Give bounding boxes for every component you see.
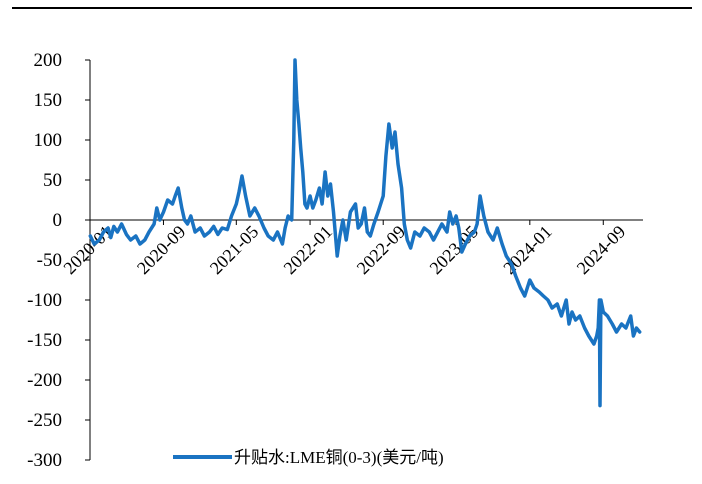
legend: 升贴水:LME铜(0-3)(美元/吨) (173, 448, 444, 467)
legend-label: 升贴水:LME铜(0-3)(美元/吨) (234, 448, 444, 467)
y-tick-label: -300 (27, 450, 62, 471)
y-tick-label: -150 (27, 330, 62, 351)
y-tick-label: 0 (53, 210, 63, 231)
y-tick-label: 150 (34, 90, 63, 111)
y-tick-label: -200 (27, 370, 62, 391)
y-tick-label: -100 (27, 290, 62, 311)
y-tick-label: 50 (43, 170, 62, 191)
x-tick-label: 2022-01 (280, 221, 337, 278)
y-tick-label: -250 (27, 410, 62, 431)
series-group (88, 58, 642, 408)
y-tick-label: 200 (34, 50, 63, 71)
x-tick-label: 2022-09 (353, 221, 410, 278)
y-axis-ticks: 200 150 100 50 0 -50 -100 -150 -200 -250 -300 (27, 50, 90, 471)
y-tick-label: -50 (37, 250, 62, 271)
x-tick-label: 2024-01 (499, 221, 556, 278)
series-line-0 (88, 58, 642, 408)
x-tick-label: 2020-09 (133, 221, 190, 278)
x-tick-label: 2024-09 (573, 221, 630, 278)
y-tick-label: 100 (34, 130, 63, 151)
